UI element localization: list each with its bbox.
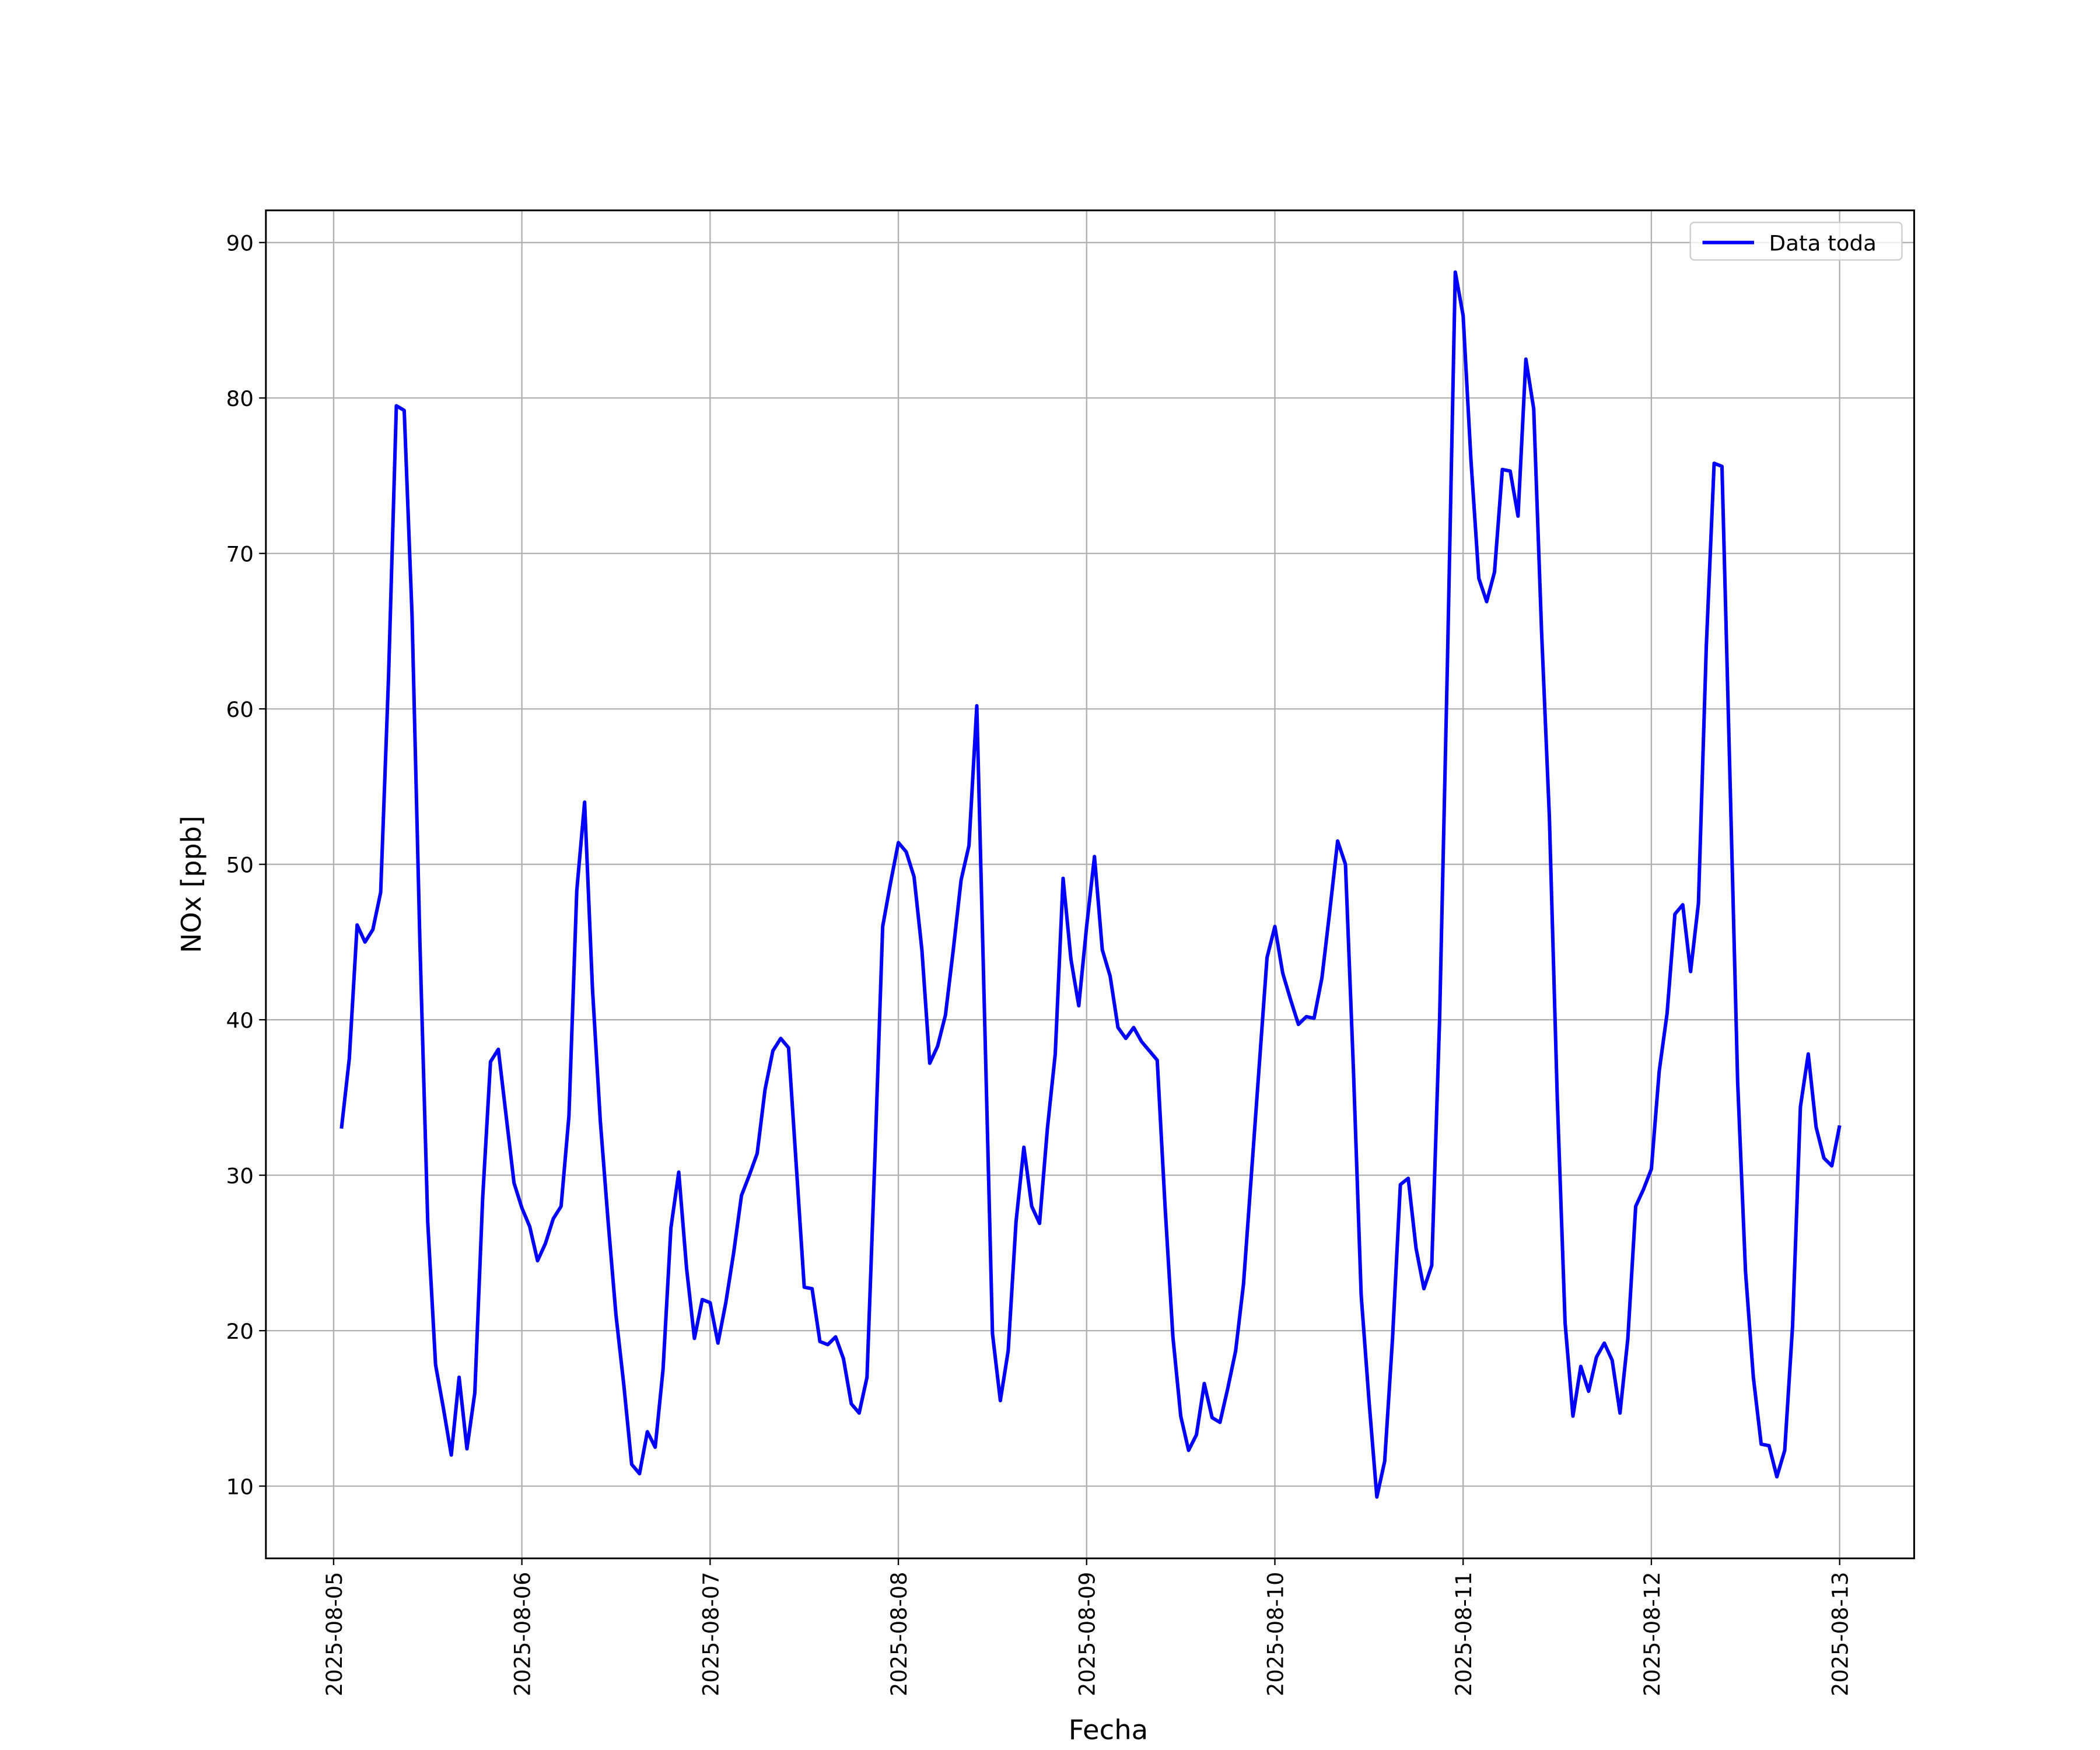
y-axis-title: NOx [ppb] — [176, 816, 207, 953]
data-line — [340, 270, 1842, 1499]
y-tick-label: 10 — [226, 1475, 254, 1500]
y-tick-label: 80 — [226, 386, 254, 411]
y-tick-label: 50 — [226, 853, 254, 878]
x-tick-label: 2025-08-12 — [1640, 1572, 1665, 1696]
legend-frame — [1689, 222, 1903, 261]
marks — [340, 270, 1842, 1499]
x-tick-label: 2025-08-13 — [1828, 1572, 1853, 1696]
x-tick-label: 2025-08-11 — [1451, 1572, 1476, 1696]
x-tick-label: 2025-08-07 — [698, 1572, 723, 1696]
ticks: 10 20 30 40 50 60 70 80 90 2025-08-05 2025-08-06 20… — [226, 231, 1853, 1696]
y-tick-label: 20 — [226, 1319, 254, 1344]
x-tick-label: 2025-08-05 — [322, 1572, 347, 1696]
y-tick-label: 90 — [226, 231, 254, 256]
x-axis-title: Fecha — [1069, 1714, 1148, 1746]
legend-label: Data toda — [1769, 231, 1877, 256]
plot-frame — [265, 209, 1915, 1560]
x-tick-label: 2025-08-08 — [887, 1572, 912, 1696]
x-tick-label: 2025-08-06 — [510, 1572, 535, 1696]
y-tick-label: 30 — [226, 1164, 254, 1189]
y-tick-label: 70 — [226, 542, 254, 567]
y-tick-label: 40 — [226, 1008, 254, 1033]
x-tick-label: 2025-08-10 — [1263, 1572, 1288, 1696]
y-tick-label: 60 — [226, 697, 254, 722]
x-tick-label: 2025-08-09 — [1075, 1572, 1100, 1696]
grid — [265, 210, 1915, 1559]
legend: Data toda — [1689, 222, 1903, 261]
